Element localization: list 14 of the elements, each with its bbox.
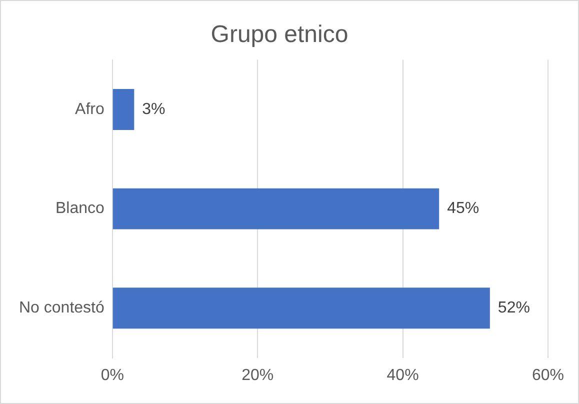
bar <box>112 88 134 130</box>
x-tick-label: 0% <box>100 366 124 384</box>
y-tick-label: Afro <box>75 100 104 118</box>
data-label: 3% <box>142 100 166 118</box>
bar <box>112 188 440 230</box>
y-tick-label: No contestó <box>18 300 104 317</box>
data-label: 45% <box>447 200 480 218</box>
chart-title: Grupo etnico <box>210 21 348 48</box>
bar <box>112 288 490 329</box>
y-tick-label: Blanco <box>55 200 104 218</box>
x-tick-label: 40% <box>386 366 419 384</box>
x-tick-label: 20% <box>242 366 274 384</box>
x-tick-label: 60% <box>532 366 564 384</box>
data-label: 52% <box>498 300 530 317</box>
